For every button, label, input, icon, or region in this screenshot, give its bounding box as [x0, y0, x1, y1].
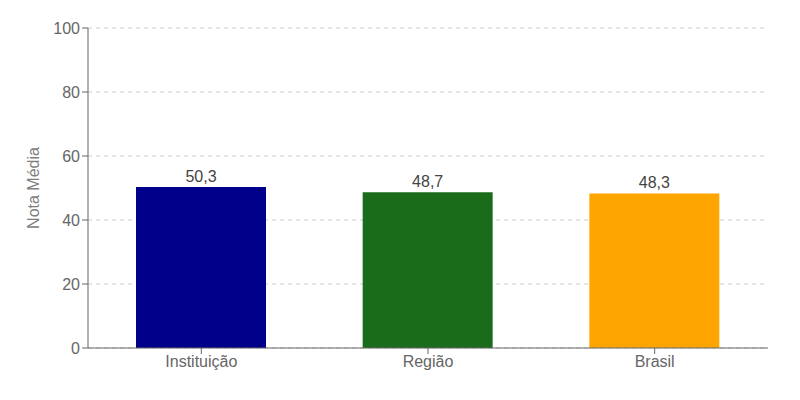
svg-text:Região: Região	[403, 353, 454, 370]
svg-text:48,7: 48,7	[412, 173, 443, 190]
svg-text:Instituição: Instituição	[165, 353, 237, 370]
svg-text:80: 80	[62, 84, 80, 101]
svg-text:0: 0	[71, 340, 80, 357]
svg-text:48,3: 48,3	[639, 174, 670, 191]
svg-text:100: 100	[53, 20, 80, 37]
svg-text:50,3: 50,3	[185, 168, 216, 185]
svg-text:60: 60	[62, 148, 80, 165]
svg-text:20: 20	[62, 276, 80, 293]
svg-text:40: 40	[62, 212, 80, 229]
svg-text:Nota Média: Nota Média	[25, 147, 42, 229]
svg-text:Brasil: Brasil	[635, 353, 675, 370]
